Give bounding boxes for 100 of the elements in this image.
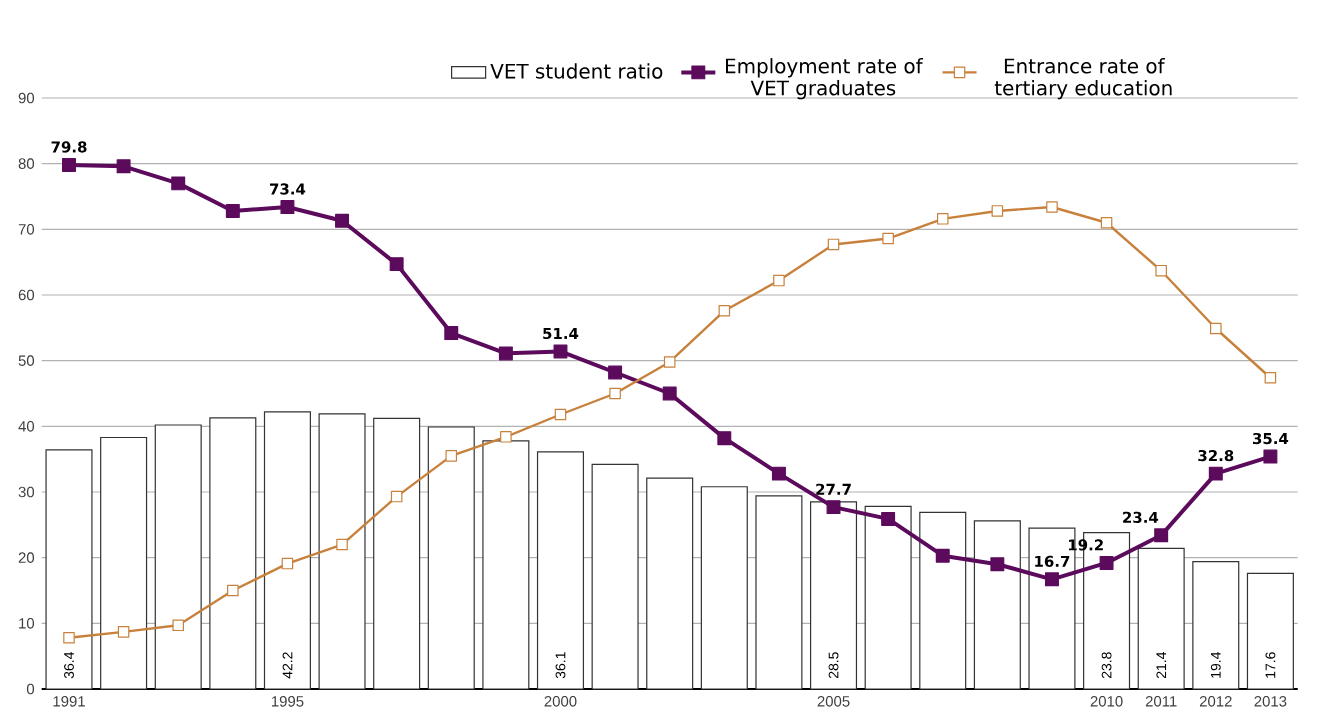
point <box>500 431 512 443</box>
data-label: 79.8 <box>51 141 87 153</box>
y-tick-label: 60 <box>18 289 35 301</box>
y-tick-label: 90 <box>18 92 35 104</box>
point <box>1263 449 1278 464</box>
bar <box>45 449 93 690</box>
point <box>608 365 623 380</box>
point <box>1264 371 1277 384</box>
point <box>1044 572 1059 587</box>
bar <box>1137 547 1185 690</box>
y-tick-label: 50 <box>18 355 35 366</box>
point <box>1210 322 1222 335</box>
data-label: 23.8 <box>1101 652 1112 679</box>
point <box>827 238 840 251</box>
x-tick-label: 2011 <box>1145 696 1177 707</box>
data-label: 19.4 <box>1210 652 1221 678</box>
point <box>227 584 239 597</box>
bar <box>919 511 967 690</box>
point <box>1155 264 1167 277</box>
data-label: 27.7 <box>816 483 851 495</box>
point <box>881 511 896 526</box>
y-tick-label: 40 <box>18 421 35 432</box>
bar <box>1246 572 1294 690</box>
point <box>1046 201 1058 213</box>
x-tick-label: 2010 <box>1090 696 1123 707</box>
point <box>717 431 732 446</box>
data-label: 73.4 <box>270 183 306 195</box>
point <box>172 619 184 632</box>
point <box>498 346 513 361</box>
legend-label: Employment rate of VET graduates <box>726 58 924 100</box>
data-label: 42.2 <box>282 652 293 679</box>
bar <box>373 417 421 690</box>
point <box>336 538 348 551</box>
point <box>1099 555 1114 570</box>
y-tick-label: 0 <box>26 683 35 695</box>
point <box>935 548 950 563</box>
point <box>117 626 130 638</box>
point <box>62 158 76 172</box>
data-label: 23.4 <box>1123 511 1159 523</box>
bar <box>700 486 748 690</box>
point <box>1208 466 1223 481</box>
data-label: 17.6 <box>1265 652 1276 678</box>
point <box>444 326 459 341</box>
bar <box>973 520 1021 690</box>
point <box>663 356 676 368</box>
point <box>936 213 949 225</box>
bar <box>263 411 311 690</box>
point <box>390 490 403 503</box>
point <box>63 631 75 644</box>
x-tick-label: 1995 <box>271 696 304 707</box>
bar <box>100 436 148 690</box>
data-label: 36.4 <box>64 652 74 679</box>
point <box>771 466 786 481</box>
data-label: 36.1 <box>555 652 566 679</box>
point <box>280 200 295 214</box>
point <box>445 450 458 462</box>
bar <box>536 451 585 690</box>
legend-label: Entrance rate of tertiary education <box>994 58 1172 100</box>
point <box>116 159 131 174</box>
bar <box>427 426 475 690</box>
point <box>718 304 731 317</box>
bar <box>209 417 257 690</box>
x-tick-label: 2005 <box>817 696 850 707</box>
y-tick-label: 80 <box>18 158 35 169</box>
y-tick-label: 70 <box>18 224 35 235</box>
x-tick-label: 2013 <box>1254 696 1287 707</box>
point <box>389 257 404 272</box>
y-tick-label: 10 <box>19 618 35 629</box>
legend-label: VET student ratio <box>490 63 663 79</box>
point <box>991 205 1004 217</box>
point <box>609 387 621 400</box>
bar <box>318 413 366 690</box>
point <box>990 557 1005 572</box>
point <box>773 274 785 287</box>
y-tick-label: 30 <box>18 486 35 498</box>
x-tick-label: 2012 <box>1199 696 1232 707</box>
data-label: 35.4 <box>1252 432 1289 445</box>
bar <box>809 501 858 690</box>
bar <box>1192 561 1240 690</box>
point <box>1100 216 1113 229</box>
point <box>662 386 677 401</box>
point <box>281 557 294 570</box>
point <box>882 232 894 245</box>
bar <box>154 424 202 690</box>
point <box>171 176 186 191</box>
bar <box>591 463 639 690</box>
point <box>335 213 350 228</box>
bar <box>864 505 912 690</box>
point <box>1154 528 1169 543</box>
data-label: 28.5 <box>828 652 839 679</box>
point <box>225 203 240 218</box>
point <box>553 344 568 359</box>
data-label: 51.4 <box>543 328 579 340</box>
y-tick-label: 20 <box>18 552 35 563</box>
bar <box>755 495 803 690</box>
point <box>826 500 841 515</box>
data-label: 16.7 <box>1035 555 1070 567</box>
bar <box>646 477 694 690</box>
data-label: 21.4 <box>1156 652 1167 679</box>
x-tick-label: 2000 <box>544 696 577 707</box>
